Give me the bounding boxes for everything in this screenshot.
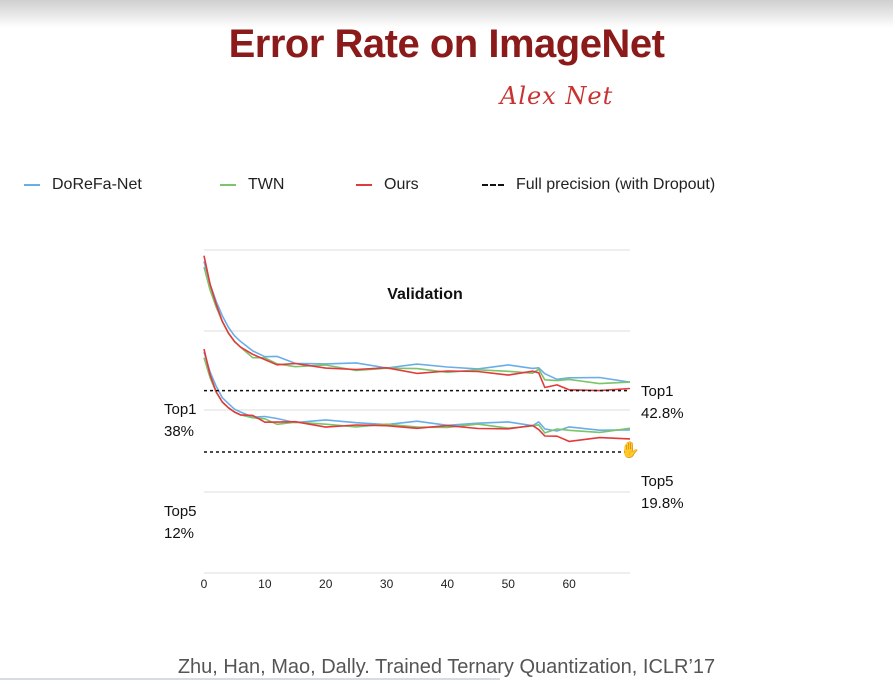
top5-right-label: Top5 <box>641 473 674 490</box>
citation: Zhu, Han, Mao, Dally. Trained Ternary Qu… <box>177 656 716 678</box>
hand-cursor-icon: ✋ <box>620 442 640 459</box>
window-top-shade <box>0 0 893 28</box>
top5-left-value: 12% <box>164 525 194 542</box>
x-tick-label-30: 30 <box>380 577 394 591</box>
legend-swatch-ours <box>356 184 372 186</box>
chart-legend: DoReFa-Net TWN Ours Full precision (with… <box>0 174 893 198</box>
x-tick-label-40: 40 <box>441 577 455 591</box>
top1-left-value: 38% <box>164 423 194 440</box>
legend-swatch-dorefa <box>24 184 40 186</box>
top1-left-label: Top1 <box>164 401 197 418</box>
chart-labels: Validation Top1 38% Top1 42.8% Top5 12% … <box>164 286 684 542</box>
top1-series-dorefa-net <box>203 261 631 383</box>
legend-label-twn: TWN <box>248 176 285 193</box>
chart-title: Validation <box>387 286 463 303</box>
legend-item-dorefa: DoReFa-Net <box>24 174 142 196</box>
chart-gridlines <box>204 249 630 574</box>
handwritten-annotation: Alex Net <box>500 82 614 110</box>
slide-title: Error Rate on ImageNet <box>228 22 665 66</box>
x-tick-label-0: 0 <box>201 577 208 591</box>
legend-item-twn: TWN <box>220 174 284 196</box>
legend-label-ours: Ours <box>384 176 419 193</box>
legend-swatch-full-precision <box>482 184 504 186</box>
chart-series <box>203 255 631 443</box>
x-axis-ticks: 0 10 20 30 40 50 60 <box>201 577 576 591</box>
legend-item-ours: Ours <box>356 174 419 196</box>
top5-series-ours <box>203 348 631 443</box>
chart-reference-lines <box>204 389 630 453</box>
top1-series-twn <box>203 266 631 385</box>
top1-right-label: Top1 <box>641 383 674 400</box>
legend-swatch-twn <box>220 184 236 186</box>
legend-label-dorefa: DoReFa-Net <box>52 176 142 193</box>
top1-series-ours <box>203 255 631 392</box>
top5-right-value: 19.8% <box>641 495 684 512</box>
top5-left-label: Top5 <box>164 503 197 520</box>
x-tick-label-60: 60 <box>562 577 576 591</box>
legend-label-full-precision: Full precision (with Dropout) <box>516 176 716 193</box>
x-tick-label-10: 10 <box>258 577 272 591</box>
x-tick-label-20: 20 <box>319 577 333 591</box>
top1-right-value: 42.8% <box>641 405 684 422</box>
x-tick-label-50: 50 <box>502 577 516 591</box>
footer-rule <box>0 678 500 680</box>
legend-item-full-precision: Full precision (with Dropout) <box>482 174 715 196</box>
top5-series-dorefa-net <box>203 351 631 432</box>
